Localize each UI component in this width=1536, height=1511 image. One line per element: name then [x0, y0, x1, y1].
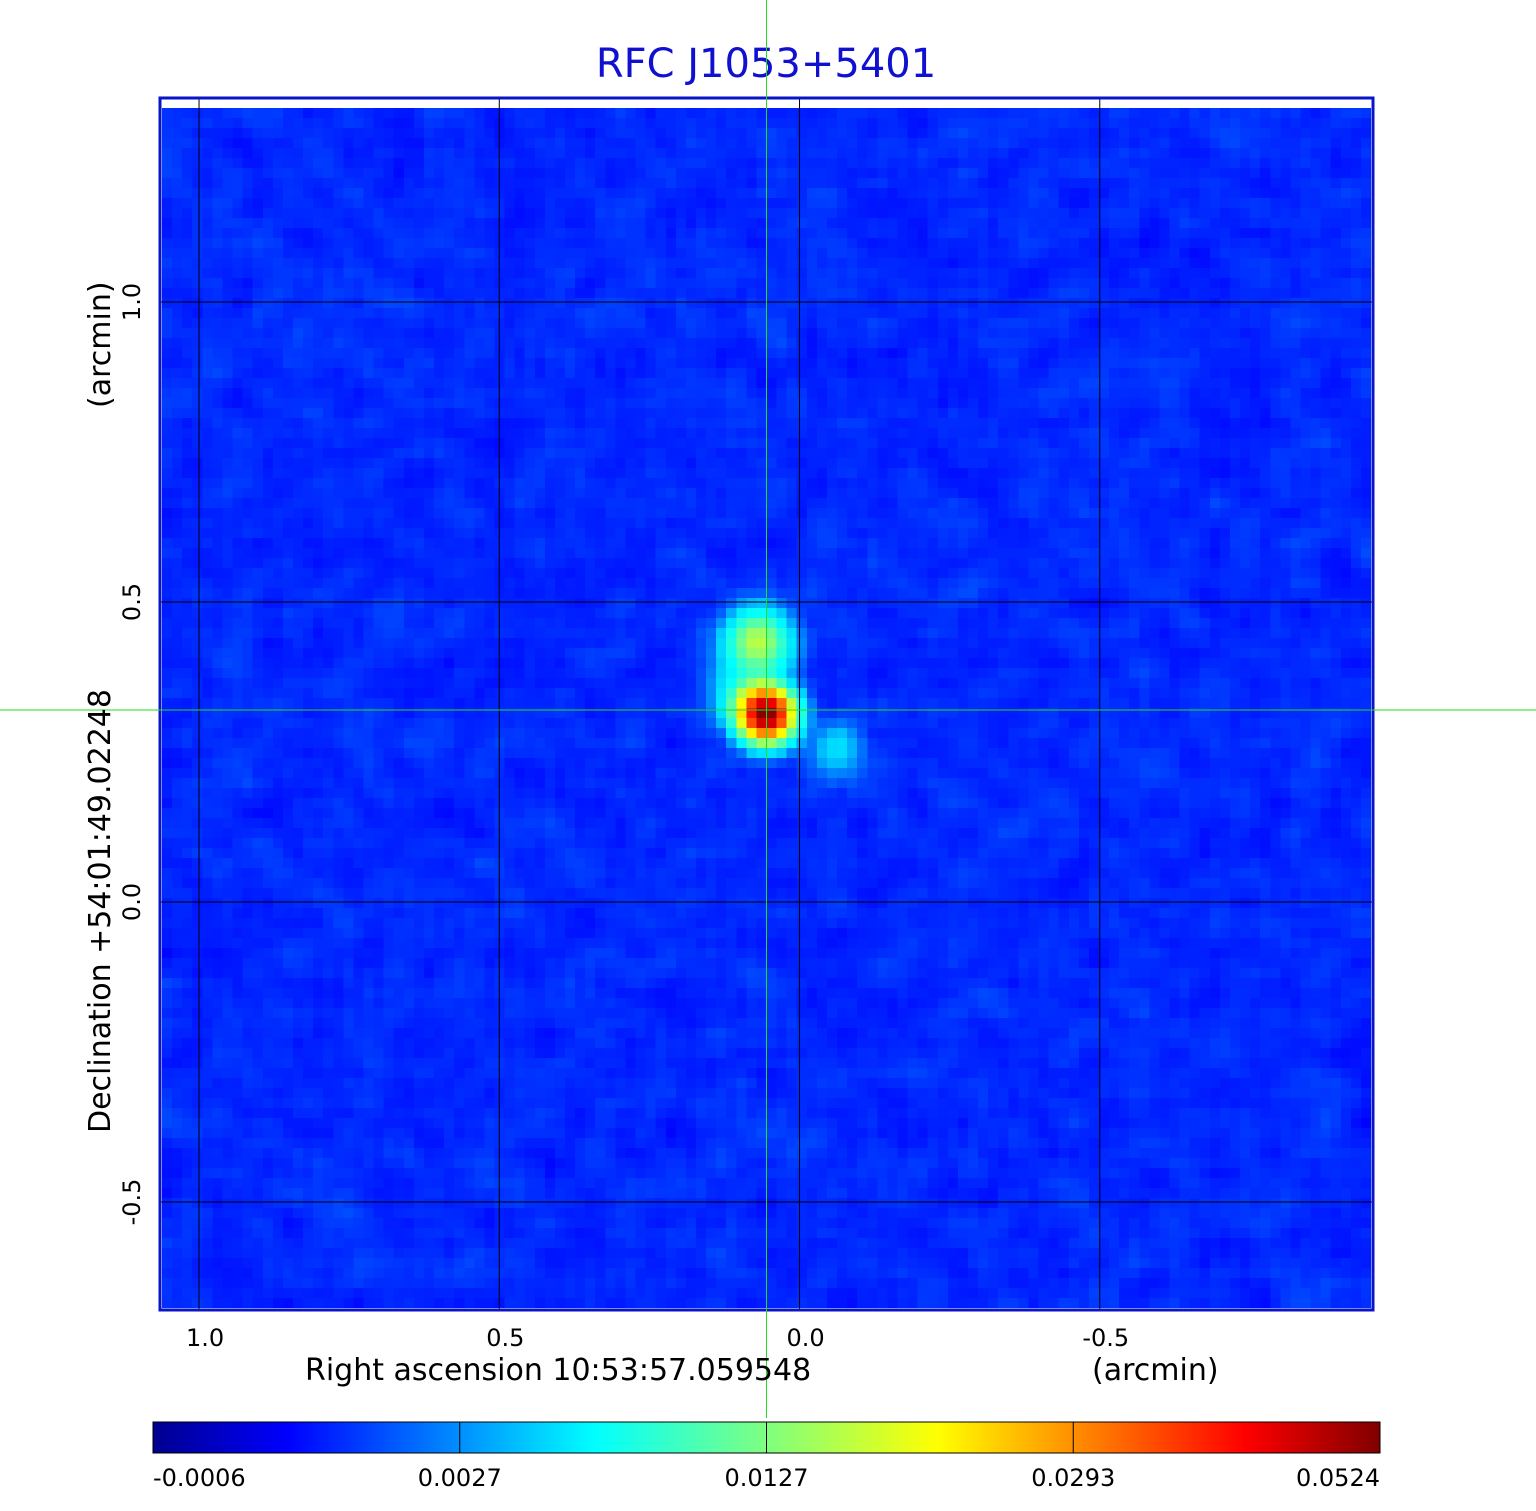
- colorbar-tick-labels: -0.0006 0.0027 0.0127 0.0293 0.0524: [152, 1422, 1381, 1492]
- colorbar-tick-label: 0.0524: [1296, 1464, 1380, 1492]
- colorbar-tick-label: 0.0127: [725, 1464, 809, 1492]
- x-tick-labels: 1.0 0.5 0.0 -0.5: [186, 1324, 1129, 1352]
- colorbar-tick-label: 0.0293: [1031, 1464, 1115, 1492]
- crosshair: [0, 0, 1536, 1418]
- colorbar-tick-label: 0.0027: [418, 1464, 502, 1492]
- x-tick-label: 1.0: [186, 1324, 224, 1352]
- x-tick-label: 0.0: [786, 1324, 824, 1352]
- x-axis-label: Right ascension 10:53:57.059548: [305, 1353, 811, 1388]
- y-axis-label: Declination +54:01:49.02248: [83, 689, 118, 1133]
- y-tick-labels: 1.0 0.5 0.0 -0.5: [118, 283, 146, 1226]
- y-tick-label: 1.0: [118, 283, 146, 321]
- y-axis-unit: (arcmin): [83, 281, 118, 408]
- y-tick-label: 0.0: [118, 883, 146, 921]
- x-tick-label: 0.5: [486, 1324, 524, 1352]
- y-tick-label: 0.5: [118, 583, 146, 621]
- y-tick-label: -0.5: [118, 1179, 146, 1226]
- x-axis-unit: (arcmin): [1092, 1353, 1219, 1388]
- colorbar-tick-label: -0.0006: [153, 1464, 246, 1492]
- x-tick-label: -0.5: [1082, 1324, 1129, 1352]
